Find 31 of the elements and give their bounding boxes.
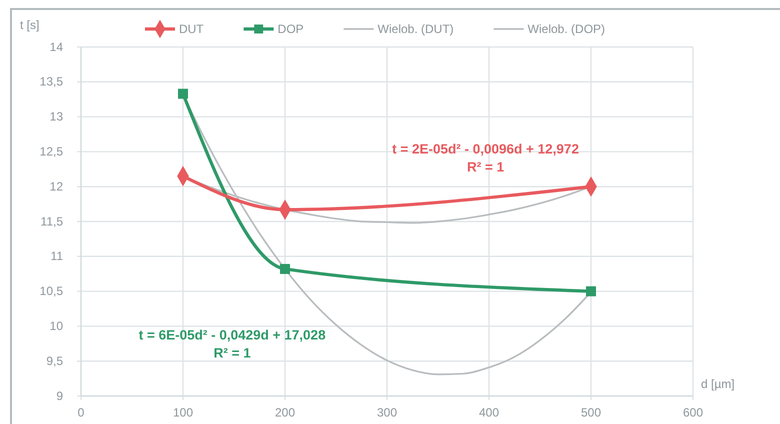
point — [280, 264, 290, 274]
y-tick-label: 14 — [50, 40, 64, 54]
y-tick-label: 9,5 — [46, 354, 64, 368]
y-tick-label: 9 — [56, 388, 64, 403]
y-tick-label: 11,5 — [40, 214, 64, 228]
legend-label: Wielob. (DOP) — [528, 22, 606, 36]
y-tick-label: 13,5 — [40, 74, 64, 89]
point — [586, 286, 596, 296]
annotation: R² = 1 — [466, 160, 505, 175]
x-tick-label: 100 — [172, 406, 194, 420]
legend-label: DUT — [178, 22, 204, 36]
y-tick-label: 13 — [50, 110, 64, 124]
y-tick-label: 11 — [50, 249, 64, 264]
y-axis-title: t [s] — [20, 18, 40, 32]
legend-label: Wielob. (DUT) — [378, 22, 454, 36]
y-tick-label: 10,5 — [40, 284, 64, 298]
y-tick-label: 12 — [50, 179, 64, 194]
x-tick-label: 300 — [376, 406, 398, 420]
x-tick-label: 0 — [78, 406, 85, 420]
x-tick-label: 500 — [580, 406, 602, 420]
x-axis-title: d [µm] — [701, 377, 735, 391]
point — [178, 88, 188, 99]
annotation: R² = 1 — [214, 346, 252, 361]
annotation: t = 2E-05d² - 0,0096d + 12,972 — [392, 142, 579, 157]
y-tick-label: 10 — [50, 319, 64, 334]
x-tick-label: 600 — [682, 406, 704, 420]
annotation: t = 6E-05d² - 0,0429d + 17,028 — [138, 328, 326, 343]
x-tick-label: 400 — [478, 406, 500, 420]
x-tick-label: 200 — [274, 406, 296, 420]
y-tick-label: 12,5 — [40, 144, 64, 159]
legend-label: DOP — [278, 22, 304, 36]
